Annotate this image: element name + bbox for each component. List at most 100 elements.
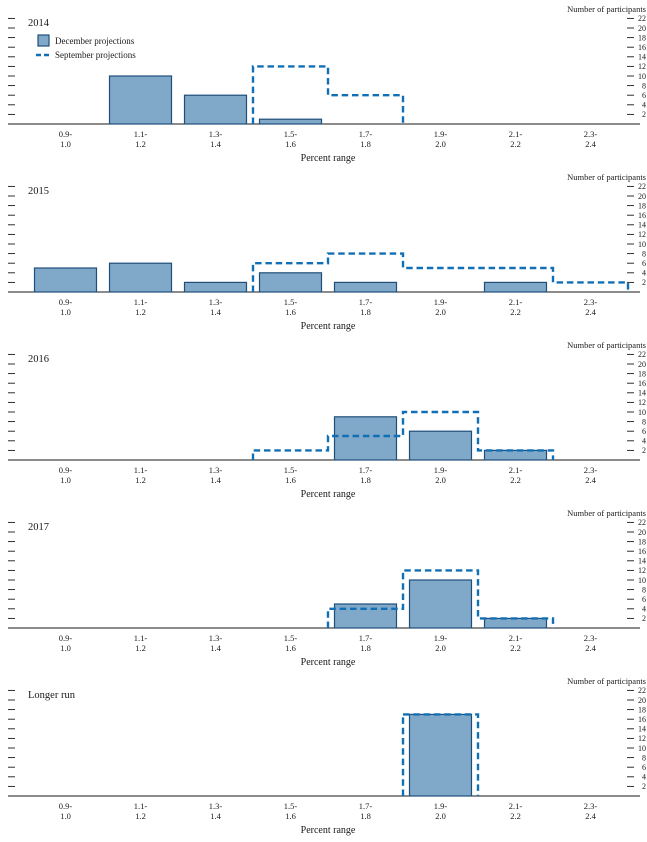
y-tick-label: 8	[642, 417, 646, 426]
y-tick-label: 6	[642, 427, 646, 436]
y-axis-left-ticks	[8, 521, 15, 619]
x-tick-label-bottom: 1.0	[60, 139, 71, 149]
panel-title: 2016	[28, 354, 49, 365]
y-tick-label: 22	[638, 182, 646, 191]
legend: December projections September projection…	[36, 34, 136, 60]
y-tick-label: 2	[642, 278, 646, 287]
y-tick-label: 12	[638, 230, 646, 239]
x-tick-label-bottom: 1.0	[60, 475, 71, 485]
x-tick-label-top: 1.1-	[134, 801, 148, 811]
x-tick-label-bottom: 2.4	[585, 811, 596, 821]
x-tick-label-bottom: 1.4	[210, 643, 221, 653]
chart-2016: Number of participants222018161412108642…	[8, 340, 646, 500]
y-tick-label: 6	[642, 763, 646, 772]
x-tick-label-bottom: 2.2	[510, 307, 521, 317]
x-tick-label-top: 1.3-	[209, 465, 223, 475]
x-tick-label-top: 1.1-	[134, 633, 148, 643]
x-tick-label-top: 1.3-	[209, 129, 223, 139]
bar-december-1.3-1.4	[183, 281, 248, 293]
y-axis-left-ticks	[8, 17, 15, 115]
september-outline	[251, 65, 405, 124]
x-tick-label-bottom: 1.0	[60, 811, 71, 821]
x-tick-label-top: 1.5-	[284, 801, 298, 811]
x-tick-label-top: 1.3-	[209, 633, 223, 643]
x-tick-label-bottom: 1.6	[285, 475, 296, 485]
bar-december-1.1-1.2	[108, 75, 173, 125]
y-tick-label: 12	[638, 62, 646, 71]
y-tick-label: 6	[642, 259, 646, 268]
x-tick-label-top: 2.3-	[584, 129, 598, 139]
x-tick-label-top: 1.9-	[434, 801, 448, 811]
x-tick-label-bottom: 1.0	[60, 307, 71, 317]
september-outline	[401, 713, 480, 796]
x-axis-labels: 0.9-1.01.1-1.21.3-1.41.5-1.61.7-1.81.9-2…	[59, 801, 598, 821]
y-tick-label: 18	[638, 705, 646, 714]
x-tick-label-bottom: 1.2	[135, 643, 146, 653]
bar-december-1.9-2.0	[408, 430, 473, 461]
x-tick-label-bottom: 1.4	[210, 139, 221, 149]
x-tick-label-bottom: 1.8	[360, 139, 371, 149]
y-tick-label: 10	[638, 744, 646, 753]
september-step-path	[251, 65, 405, 124]
x-tick-label-bottom: 1.2	[135, 811, 146, 821]
x-tick-label-top: 1.7-	[359, 465, 373, 475]
bar-december-1.9-2.0	[408, 713, 473, 797]
x-tick-label-top: 1.3-	[209, 297, 223, 307]
x-tick-label-top: 1.7-	[359, 297, 373, 307]
x-tick-label-top: 1.5-	[284, 465, 298, 475]
x-tick-label-top: 2.1-	[509, 465, 523, 475]
september-outline	[251, 252, 630, 292]
x-tick-label-bottom: 1.2	[135, 139, 146, 149]
y-tick-label: 10	[638, 576, 646, 585]
x-tick-label-top: 1.9-	[434, 633, 448, 643]
y-tick-label: 10	[638, 408, 646, 417]
x-tick-label-top: 1.9-	[434, 297, 448, 307]
y-tick-label: 4	[642, 437, 646, 446]
y-tick-label: 2	[642, 614, 646, 623]
y-axis-title: Number of participants	[567, 4, 646, 14]
x-tick-label-top: 2.3-	[584, 633, 598, 643]
y-tick-label: 14	[638, 221, 646, 230]
x-tick-label-top: 2.1-	[509, 129, 523, 139]
y-axis-title: Number of participants	[567, 172, 646, 182]
panel-title: 2015	[28, 186, 49, 197]
legend-december-swatch	[37, 34, 50, 47]
bar-december-1.7-1.8	[333, 281, 398, 293]
panel-title: 2014	[28, 18, 50, 29]
y-tick-label: 18	[638, 369, 646, 378]
x-tick-label-bottom: 2.0	[435, 811, 446, 821]
x-axis-title: Percent range	[301, 321, 356, 332]
x-tick-label-bottom: 1.2	[135, 475, 146, 485]
x-tick-label-bottom: 2.0	[435, 139, 446, 149]
x-tick-label-top: 0.9-	[59, 129, 73, 139]
y-tick-label: 8	[642, 249, 646, 258]
chart-longer-run: Number of participants222018161412108642…	[8, 676, 646, 836]
y-tick-label: 6	[642, 595, 646, 604]
y-tick-label: 10	[638, 240, 646, 249]
bar-december-1.1-1.2	[108, 262, 173, 293]
y-axis-title: Number of participants	[567, 508, 646, 518]
y-tick-label: 22	[638, 686, 646, 695]
x-tick-label-bottom: 1.6	[285, 307, 296, 317]
x-tick-label-top: 1.5-	[284, 633, 298, 643]
bar-december-2.1-2.2	[483, 617, 548, 629]
x-tick-label-top: 1.3-	[209, 801, 223, 811]
y-tick-label: 22	[638, 350, 646, 359]
y-tick-label: 4	[642, 605, 646, 614]
december-bars	[333, 416, 548, 461]
x-tick-label-bottom: 2.4	[585, 307, 596, 317]
y-tick-label: 14	[638, 389, 646, 398]
x-tick-label-top: 0.9-	[59, 297, 73, 307]
december-bars	[408, 713, 473, 797]
x-tick-label-bottom: 2.0	[435, 643, 446, 653]
september-step-path	[251, 410, 555, 460]
panel-title: Longer run	[28, 690, 76, 701]
x-tick-label-top: 1.9-	[434, 465, 448, 475]
x-tick-label-top: 1.7-	[359, 633, 373, 643]
chart-2015: Number of participants222018161412108642…	[8, 172, 646, 332]
chart-2014: Number of participants222018161412108642…	[8, 4, 646, 164]
bar-december-2.1-2.2	[483, 449, 548, 461]
x-tick-label-bottom: 1.8	[360, 475, 371, 485]
x-tick-label-top: 1.7-	[359, 801, 373, 811]
